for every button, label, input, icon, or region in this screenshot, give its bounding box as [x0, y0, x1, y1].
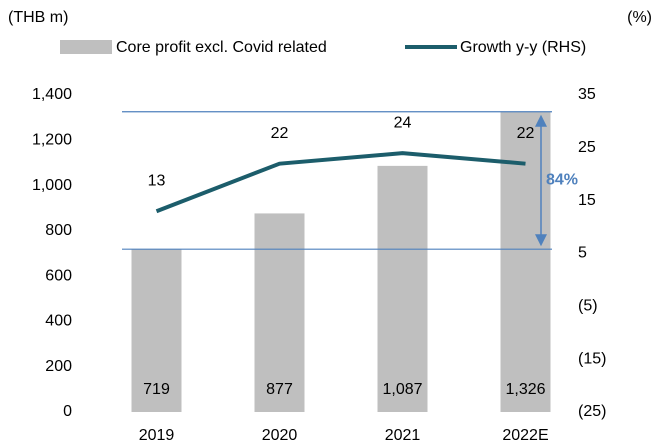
y-tick-label: 1,200: [32, 132, 72, 149]
y-tick-label: 400: [45, 313, 72, 330]
legend-label: Growth y-y (RHS): [460, 39, 586, 56]
bar-value-label: 877: [266, 381, 293, 398]
x-tick-label: 2021: [385, 427, 421, 444]
x-tick-label: 2020: [262, 427, 298, 444]
y2-tick-label: (25): [578, 403, 606, 420]
x-tick-label: 2019: [139, 427, 175, 444]
line-value-label: 22: [271, 125, 289, 142]
line-value-label: 13: [148, 172, 166, 189]
y2-tick-label: 15: [578, 192, 596, 209]
y-tick-label: 600: [45, 267, 72, 284]
y2-tick-label: 25: [578, 139, 596, 156]
y-tick-label: 1,000: [32, 177, 72, 194]
line-value-label: 22: [517, 125, 535, 142]
legend-swatch: [60, 40, 112, 54]
bar-value-label: 1,087: [382, 381, 422, 398]
x-tick-label: 2022E: [502, 427, 548, 444]
y-tick-label: 800: [45, 222, 72, 239]
line-value-label: 24: [394, 114, 412, 131]
y-unit-label: (THB m): [8, 9, 68, 26]
y-tick-label: 200: [45, 358, 72, 375]
bar: [131, 249, 182, 412]
arrow-head: [535, 234, 547, 247]
annotation-label: 84%: [546, 172, 578, 189]
growth-line: [155, 151, 526, 214]
bar: [254, 213, 305, 412]
bar-value-label: 719: [143, 381, 170, 398]
bar-value-label: 1,326: [505, 381, 545, 398]
y2-unit-label: (%): [627, 9, 652, 26]
y2-tick-label: 5: [578, 245, 587, 262]
y2-tick-label: 35: [578, 86, 596, 103]
bar: [377, 165, 428, 412]
y2-tick-label: (5): [578, 298, 598, 315]
bar: [500, 111, 551, 413]
y-tick-label: 1,400: [32, 86, 72, 103]
arrow-head: [535, 114, 547, 127]
legend-label: Core profit excl. Covid related: [116, 39, 327, 56]
y-tick-label: 0: [63, 403, 72, 420]
y2-tick-label: (15): [578, 350, 606, 367]
